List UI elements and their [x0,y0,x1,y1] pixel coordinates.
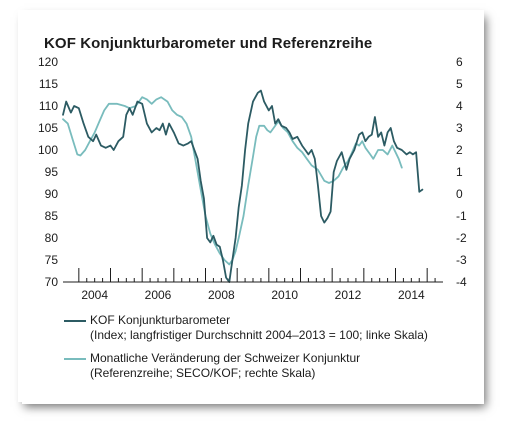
legend-swatch-reference [64,358,86,360]
left-tick-label: 70 [45,275,59,289]
legend-label-kof: KOF Konjunkturbarometer [90,313,231,327]
legend-swatch-kof [64,320,86,322]
right-tick-label: -4 [456,275,467,289]
left-tick-label: 95 [45,165,59,179]
right-tick-label: 2 [456,143,463,157]
left-tick-label: 90 [45,187,59,201]
legend-label-reference: Monatliche Veränderung der Schweizer Kon… [90,351,361,365]
x-tick-label: 2006 [145,288,172,302]
chart-card [18,10,484,402]
right-tick-label: 6 [456,55,463,69]
x-tick-label: 2014 [398,288,425,302]
right-tick-label: -2 [456,231,467,245]
x-tick-label: 2012 [335,288,362,302]
left-tick-label: 115 [39,77,58,91]
legend-item-reference: Monatliche Veränderung der Schweizer Kon… [64,351,464,383]
legend-item-kof: KOF Konjunkturbarometer (Index; langfris… [64,313,464,345]
x-tick-label: 2008 [208,288,235,302]
x-tick-label: 2010 [271,288,298,302]
right-tick-label: 5 [456,77,463,91]
right-tick-label: -3 [456,253,467,267]
left-tick-label: 75 [45,253,59,267]
chart-title: KOF Konjunkturbarometer und Referenzreih… [44,35,373,52]
left-tick-label: 80 [45,231,59,245]
left-tick-label: 85 [45,209,59,223]
left-tick-label: 120 [38,55,58,69]
series-line-kof [62,89,424,283]
legend-sub-kof: (Index; langfristiger Durchschnitt 2004–… [90,328,428,342]
x-tick-label: 2004 [81,288,108,302]
right-tick-label: 0 [456,187,463,201]
right-tick-label: 1 [456,165,463,179]
right-tick-label: -1 [456,209,467,223]
right-tick-label: 4 [456,99,463,113]
legend-sub-reference: (Referenzreihe; SECO/KOF; rechte Skala) [90,366,316,380]
left-tick-label: 110 [39,99,58,113]
right-tick-label: 3 [456,121,463,135]
left-tick-label: 105 [38,121,58,135]
left-tick-label: 100 [38,143,58,157]
series-line-reference [62,96,403,266]
